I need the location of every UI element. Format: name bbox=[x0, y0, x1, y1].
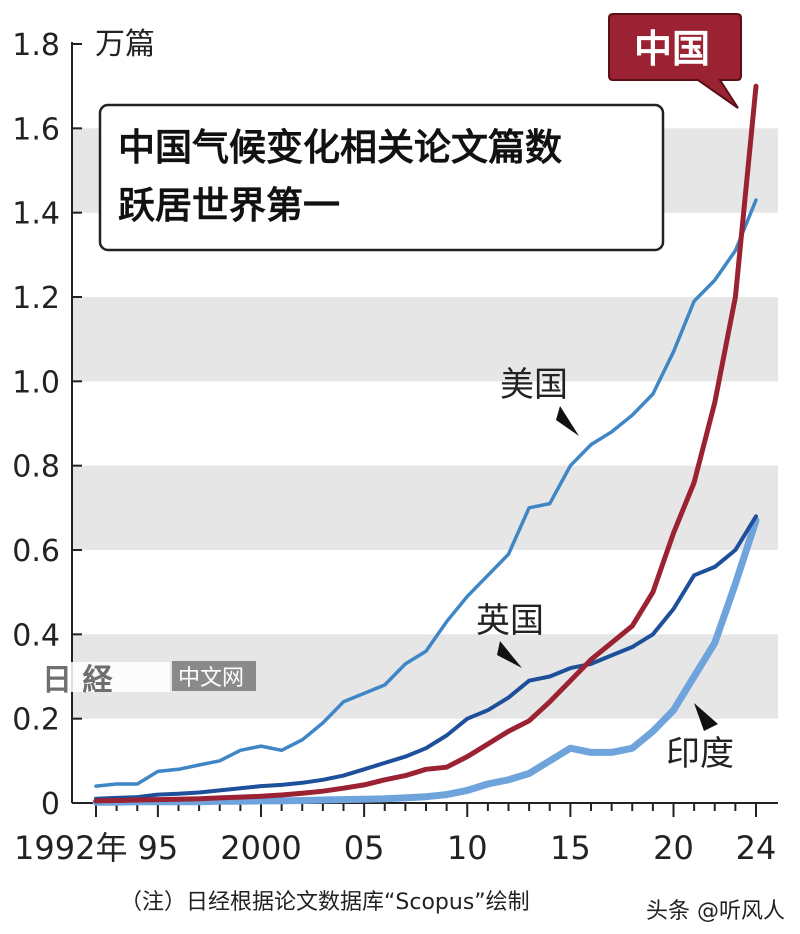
chart-subtitle: 跃居世界第一 bbox=[118, 184, 340, 227]
series-line-china bbox=[93, 83, 759, 804]
series-pointer-india bbox=[694, 703, 718, 731]
title-box: 中国气候变化相关论文篇数 跃居世界第一 bbox=[98, 103, 665, 252]
y-tick-label: 0.2 bbox=[12, 703, 60, 738]
x-tick-label: 1992年 bbox=[14, 829, 127, 867]
y-axis-unit-label: 万篇 bbox=[95, 27, 155, 62]
x-axis: 1992年 95 2000 05 10 15 20 24 bbox=[14, 802, 778, 867]
series-label-india: 印度 bbox=[666, 703, 734, 774]
x-tick-label: 15 bbox=[550, 829, 591, 867]
series-line-uk bbox=[94, 514, 758, 801]
chart-title: 中国气候变化相关论文篇数 bbox=[118, 126, 562, 169]
x-tick-label: 10 bbox=[447, 829, 488, 867]
watermark: 日 経 中文网 bbox=[40, 661, 256, 698]
chart-note: （注）日经根据论文数据库“Scopus”绘制 bbox=[120, 890, 530, 915]
grid-band bbox=[72, 297, 778, 382]
y-tick-label: 1.0 bbox=[12, 365, 60, 400]
x-tick-label: 2000 bbox=[220, 829, 301, 867]
credit-text: 头条 @听风人 bbox=[646, 899, 785, 924]
y-tick-label: 0 bbox=[41, 787, 60, 822]
series-line-us bbox=[94, 198, 758, 788]
series-pointer-us bbox=[556, 406, 579, 436]
series-label-us: 美国 bbox=[500, 365, 579, 436]
series-label-india-text: 印度 bbox=[666, 734, 734, 774]
x-tick-label: 24 bbox=[736, 829, 777, 867]
y-tick-label: 1.8 bbox=[12, 28, 60, 63]
china-callout: 中国 bbox=[608, 13, 742, 109]
series-lines bbox=[92, 83, 760, 806]
x-tick-label: 05 bbox=[344, 829, 385, 867]
y-tick-label: 1.2 bbox=[12, 281, 60, 316]
y-tick-label: 0.4 bbox=[12, 618, 60, 653]
series-line-india bbox=[92, 517, 760, 806]
china-callout-text: 中国 bbox=[634, 27, 710, 71]
watermark-logo: 日 経 bbox=[42, 663, 113, 698]
y-tick-label: 1.4 bbox=[12, 197, 60, 232]
grid-band bbox=[72, 465, 778, 550]
y-tick-label: 0.6 bbox=[12, 534, 60, 569]
y-axis: 0 0.2 0.4 0.6 0.8 1.0 1.2 1.4 1.6 1.8 bbox=[12, 28, 82, 822]
series-label-uk-text: 英国 bbox=[476, 601, 544, 641]
y-tick-label: 0.8 bbox=[12, 450, 60, 485]
series-label-us-text: 美国 bbox=[500, 365, 568, 405]
y-tick-label: 1.6 bbox=[12, 112, 60, 147]
series-label-uk: 英国 bbox=[476, 601, 544, 668]
x-tick-label: 20 bbox=[653, 829, 694, 867]
x-tick-label: 95 bbox=[138, 829, 179, 867]
watermark-text: 中文网 bbox=[178, 666, 244, 691]
series-pointer-uk bbox=[497, 641, 522, 668]
